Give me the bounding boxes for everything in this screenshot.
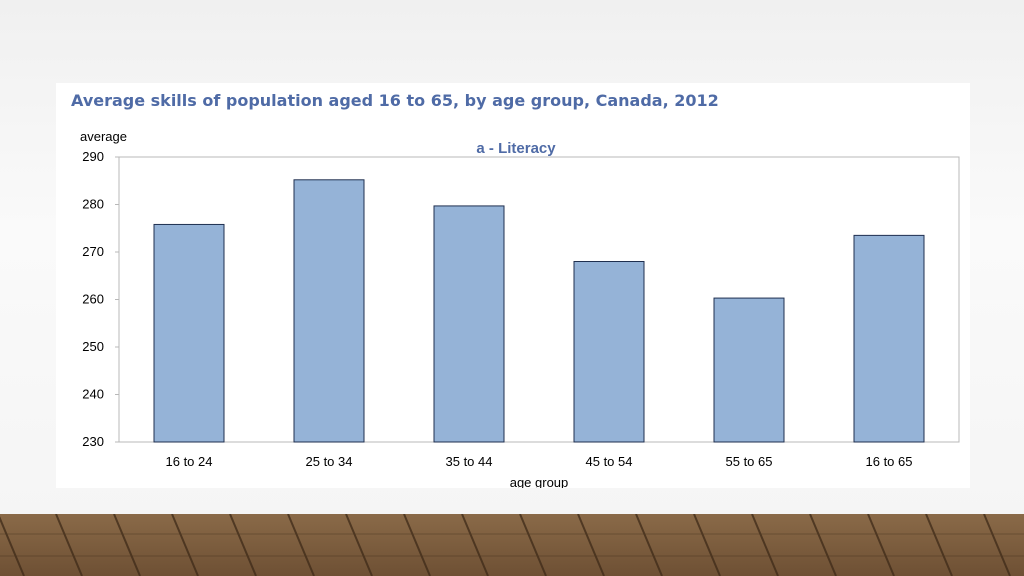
y-tick-label: 270 xyxy=(82,244,104,259)
wood-floor-decoration xyxy=(0,514,1024,576)
bars-group xyxy=(153,179,925,443)
floor-plank-line xyxy=(55,514,83,576)
bar xyxy=(713,297,785,443)
floor-plank-line xyxy=(635,514,663,576)
x-axis-ticks: 16 to 24 25 to 34 35 to 44 45 to 54 55 to 65… xyxy=(166,454,913,469)
floor-plank-line xyxy=(693,514,721,576)
floor-plank-line xyxy=(287,514,315,576)
floor-plank-line xyxy=(229,514,257,576)
floor-plank-line xyxy=(0,516,25,576)
floor-plank-line xyxy=(461,514,489,576)
y-axis-label: average xyxy=(80,129,127,144)
bar xyxy=(853,234,925,443)
y-axis-ticks: 230 240 250 260 270 280 290 xyxy=(82,149,119,449)
x-tick-label: 45 to 54 xyxy=(586,454,633,469)
floor-plank-line xyxy=(403,514,431,576)
y-tick-label: 290 xyxy=(82,149,104,164)
floor-plank-line xyxy=(171,514,199,576)
floor-plank-line xyxy=(867,514,895,576)
floor-plank-line xyxy=(983,514,1011,576)
x-axis-label: age group xyxy=(510,475,569,488)
floor-plank-line xyxy=(751,514,779,576)
slide-content-card: Average skills of population aged 16 to … xyxy=(56,83,970,488)
slide-title: Average skills of population aged 16 to … xyxy=(71,91,719,110)
x-tick-label: 55 to 65 xyxy=(726,454,773,469)
y-tick-label: 260 xyxy=(82,292,104,307)
floor-plank-line xyxy=(345,514,373,576)
bar xyxy=(293,179,365,443)
chart-title: a - Literacy xyxy=(476,140,556,157)
x-tick-label: 35 to 44 xyxy=(446,454,493,469)
y-tick-label: 250 xyxy=(82,339,104,354)
x-tick-label: 16 to 65 xyxy=(866,454,913,469)
plot-area-frame xyxy=(118,156,960,443)
floor-plank-line xyxy=(113,514,141,576)
floor-plank-line xyxy=(577,514,605,576)
y-tick-label: 240 xyxy=(82,387,104,402)
bar xyxy=(573,261,645,443)
floor-plank-line xyxy=(809,514,837,576)
floor-plank-line xyxy=(925,514,953,576)
literacy-bar-chart: average a - Literacy 2302402502602702802… xyxy=(80,129,960,488)
x-tick-label: 25 to 34 xyxy=(306,454,353,469)
y-tick-label: 230 xyxy=(82,434,104,449)
x-tick-label: 16 to 24 xyxy=(166,454,213,469)
bar xyxy=(433,205,505,443)
bar xyxy=(153,223,225,443)
floor-plank-line xyxy=(519,514,547,576)
y-tick-label: 280 xyxy=(82,197,104,212)
